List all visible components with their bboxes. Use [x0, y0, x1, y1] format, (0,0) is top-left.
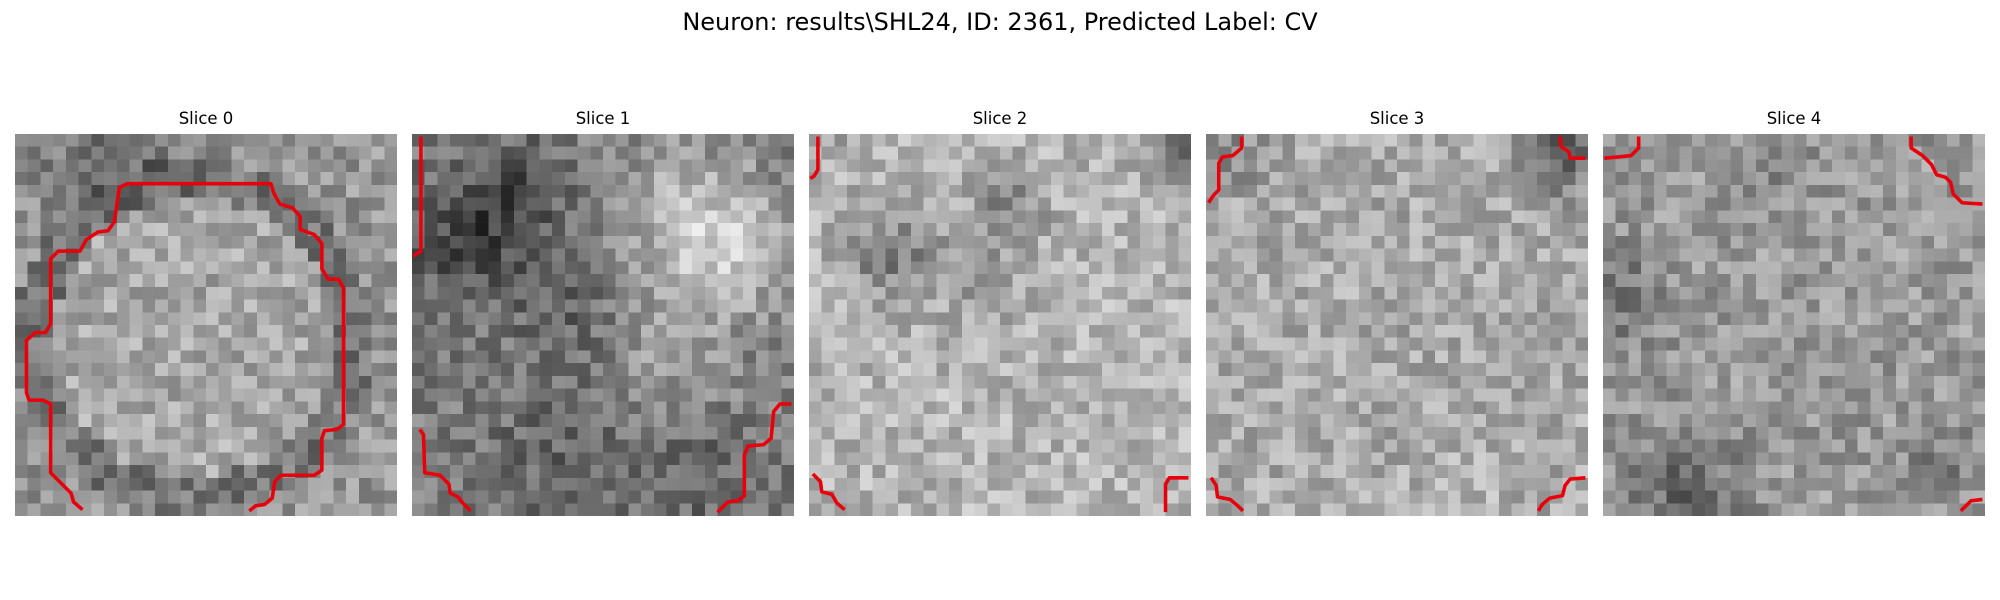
roi-contour	[1207, 136, 1244, 204]
slice-image	[1603, 134, 1985, 516]
slice-title: Slice 0	[178, 109, 234, 128]
slice-image	[412, 134, 794, 516]
roi-contour	[1604, 136, 1641, 160]
grayscale-slice	[1603, 134, 1985, 516]
slice-image	[809, 134, 1191, 516]
slice-title: Slice 1	[575, 109, 631, 128]
roi-contour	[1909, 136, 1983, 206]
roi-contour	[1536, 476, 1586, 512]
slice-title: Slice 2	[972, 109, 1028, 128]
roi-contour	[1959, 497, 1983, 513]
grayscale-slice	[412, 134, 794, 516]
grayscale-slice	[15, 134, 397, 516]
roi-contour	[1558, 136, 1586, 160]
roi-contour	[716, 402, 792, 514]
roi-contour	[1209, 476, 1245, 513]
roi-contour	[24, 181, 346, 513]
roi-contour	[418, 428, 472, 513]
grayscale-slice	[809, 134, 1191, 516]
roi-contour	[412, 136, 423, 258]
roi-contour	[811, 472, 846, 512]
slice-image	[15, 134, 397, 516]
slice-title: Slice 3	[1369, 109, 1425, 128]
roi-contour	[1163, 476, 1189, 513]
roi-contour	[809, 136, 820, 181]
figure-title: Neuron: results\SHL24, ID: 2361, Predict…	[682, 8, 1318, 36]
slice-title: Slice 4	[1766, 109, 1822, 128]
grayscale-slice	[1206, 134, 1588, 516]
slice-image	[1206, 134, 1588, 516]
